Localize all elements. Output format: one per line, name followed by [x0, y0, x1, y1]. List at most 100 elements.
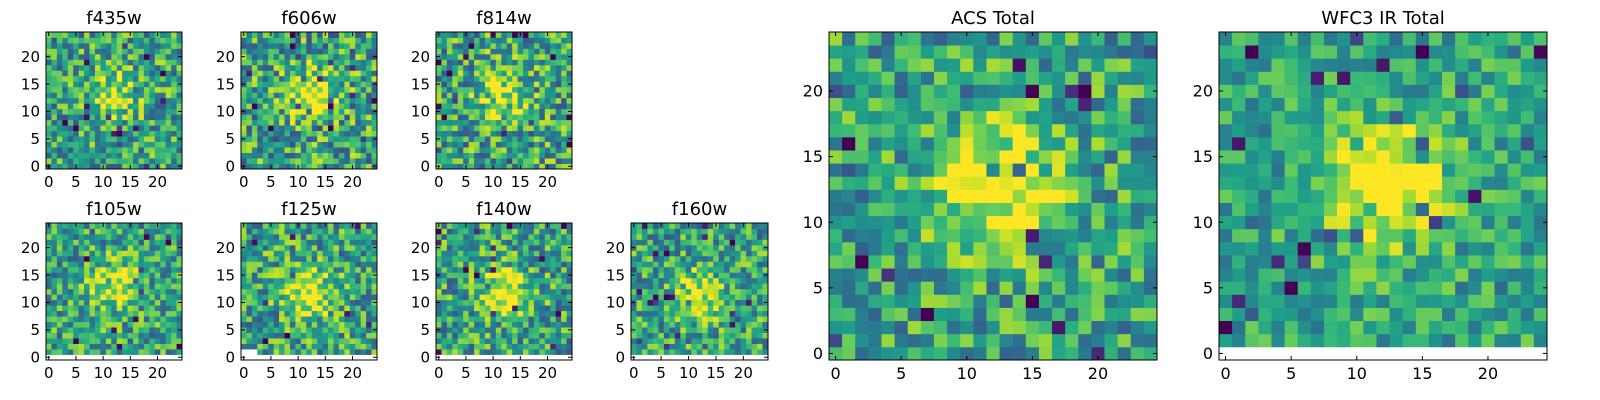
heatmap-cell: [484, 228, 491, 235]
heatmap-cell: [506, 103, 513, 110]
heatmap-cell: [133, 255, 139, 262]
heatmap-cell: [757, 299, 763, 306]
heatmap-cell: [56, 42, 63, 49]
heatmap-cell: [436, 70, 442, 77]
heatmap-cell: [257, 141, 264, 148]
heatmap-cell: [257, 108, 264, 115]
heatmap-cell: [322, 59, 329, 66]
heatmap-cell: [550, 305, 557, 312]
heatmap-cell: [479, 81, 486, 88]
heatmap-cell: [94, 163, 101, 170]
heatmap-cell: [751, 272, 758, 279]
heatmap-cell: [501, 266, 508, 273]
heatmap-cell: [729, 349, 736, 355]
heatmap-cell: [160, 255, 167, 262]
heatmap-cell: [512, 244, 518, 251]
heatmap-cell: [349, 125, 356, 132]
heatmap-cell: [279, 81, 285, 88]
heatmap-cell: [523, 103, 529, 110]
heatmap-cell: [111, 108, 118, 115]
heatmap-cell: [62, 310, 69, 317]
heatmap-cell: [490, 261, 497, 268]
heatmap-cell: [1065, 123, 1079, 138]
heatmap-cell: [46, 233, 52, 240]
heatmap-cell: [89, 239, 96, 246]
heatmap-cell: [566, 228, 573, 235]
heatmap-cell: [149, 119, 156, 126]
heatmap-cell: [484, 75, 491, 82]
heatmap-cell: [273, 158, 280, 164]
heatmap-cell: [746, 244, 752, 251]
heatmap-cell: [111, 70, 118, 77]
heatmap-cell: [262, 272, 269, 279]
heatmap-cell: [533, 233, 540, 240]
heatmap-cell: [973, 150, 987, 164]
heatmap-cell: [122, 97, 128, 104]
heatmap-cell: [84, 152, 90, 159]
heatmap-cell: [539, 228, 546, 235]
heatmap-cell: [154, 332, 161, 339]
heatmap-cell: [257, 130, 264, 137]
heatmap-cell: [257, 59, 264, 66]
heatmap-cell: [289, 272, 296, 279]
heatmap-cell: [933, 123, 948, 138]
heatmap-cell: [257, 163, 264, 170]
heatmap-cell: [122, 343, 128, 350]
heatmap-cell: [366, 343, 372, 350]
heatmap-cell: [295, 59, 302, 66]
heatmap-cell: [566, 158, 573, 164]
heatmap-cell: [165, 316, 172, 323]
heatmap-cell: [446, 338, 453, 344]
heatmap-cell: [484, 223, 491, 229]
y-tick-label: 5: [30, 321, 40, 339]
heatmap-cell: [257, 97, 264, 104]
heatmap-cell: [757, 233, 763, 240]
heatmap-cell: [165, 103, 172, 110]
heatmap-cell: [484, 294, 491, 301]
heatmap-cell: [533, 114, 540, 121]
heatmap-cell: [907, 176, 922, 190]
heatmap-cell: [652, 338, 659, 344]
heatmap-cells: [829, 32, 1158, 361]
heatmap-cell: [506, 108, 513, 115]
heatmap-cell: [512, 310, 518, 317]
heatmap-cell: [735, 255, 741, 262]
heatmap-cell: [366, 59, 372, 66]
heatmap-cell: [116, 163, 123, 170]
heatmap-cell: [46, 59, 52, 66]
heatmap-cell: [484, 305, 491, 312]
heatmap-cell: [111, 114, 118, 121]
heatmap-cell: [533, 255, 540, 262]
heatmap-cell: [344, 343, 351, 350]
heatmap-cell: [138, 288, 145, 295]
heatmap-cell: [702, 283, 709, 290]
heatmap-cell: [1065, 307, 1079, 322]
heatmap-cell: [696, 343, 703, 350]
heatmap-cell: [544, 277, 551, 284]
heatmap-cell: [366, 37, 372, 44]
heatmap-cell: [539, 310, 546, 317]
heatmap-cell: [561, 70, 567, 77]
heatmap-cell: [246, 125, 253, 132]
heatmap-cell: [436, 228, 442, 235]
heatmap-cell: [986, 346, 1000, 361]
heatmap-cell: [501, 349, 508, 355]
heatmap-cell: [154, 321, 161, 328]
heatmap-cell: [441, 48, 448, 55]
heatmap-cell: [149, 272, 156, 279]
heatmap-cell: [344, 327, 351, 333]
heatmap-cell: [495, 228, 502, 235]
x-tick-label: 15: [316, 364, 335, 382]
heatmap-cell: [105, 141, 112, 148]
heatmap-cell: [122, 81, 128, 88]
heatmap-cell: [484, 92, 491, 99]
heatmap-cell: [528, 152, 535, 159]
heatmap-cell: [729, 294, 736, 301]
heatmap-cell: [523, 283, 529, 290]
heatmap-cell: [306, 349, 313, 355]
heatmap-cell: [528, 310, 535, 317]
heatmap-cell: [371, 103, 378, 110]
heatmap-cell: [268, 70, 275, 77]
heatmap-cell: [523, 250, 529, 257]
heatmap-cell: [268, 277, 275, 284]
